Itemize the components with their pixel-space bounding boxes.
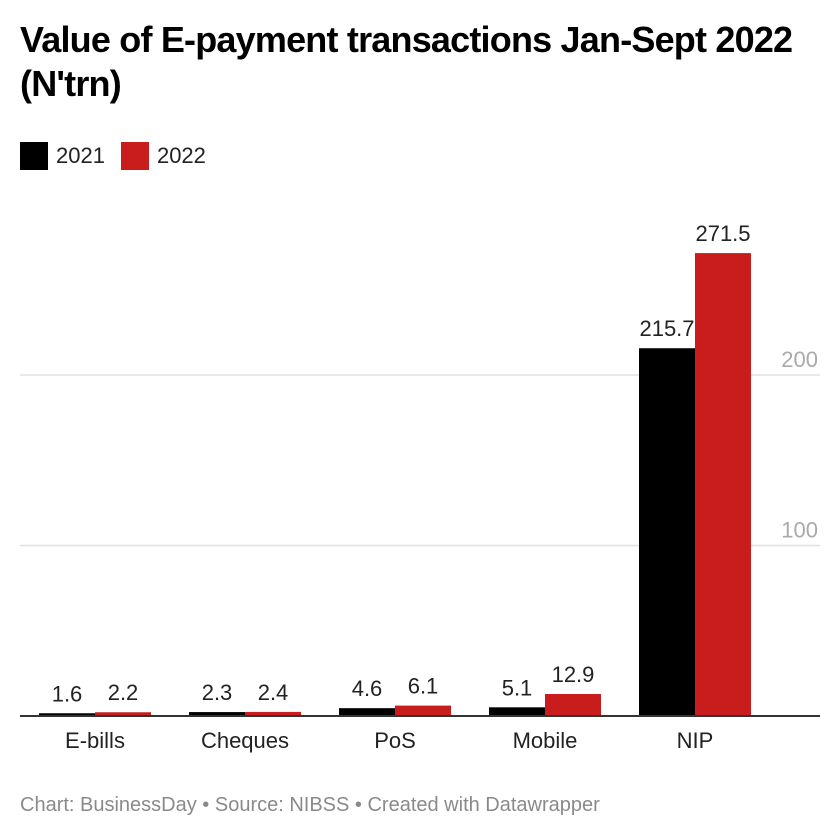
- chart-footer: Chart: BusinessDay • Source: NIBSS • Cre…: [20, 794, 600, 816]
- x-tick-label-mobile: Mobile: [513, 728, 578, 753]
- bar-mobile-2021: [489, 707, 545, 716]
- data-label-nip-2022: 271.5: [695, 221, 750, 246]
- data-label-e-bills-2021: 1.6: [52, 681, 83, 706]
- bar-nip-2022: [695, 253, 751, 716]
- legend-item-2022: 2022: [120, 142, 206, 170]
- bar-mobile-2022: [545, 694, 601, 716]
- bar-nip-2021: [639, 348, 695, 716]
- bar-cheques-2022: [245, 711, 301, 716]
- x-tick-label-e-bills: E-bills: [65, 728, 125, 753]
- legend-label-2022: 2022: [156, 143, 206, 168]
- bar-e-bills-2021: [39, 713, 95, 716]
- data-label-pos-2021: 4.6: [352, 676, 383, 701]
- bar-cheques-2021: [189, 712, 245, 716]
- data-label-mobile-2021: 5.1: [502, 675, 533, 700]
- y-tick-label-100: 100: [781, 518, 818, 543]
- legend-item-2021: 2021: [20, 142, 105, 170]
- x-tick-label-pos: PoS: [374, 728, 416, 753]
- legend: 2021 2022: [20, 142, 222, 170]
- legend-label-2021: 2021: [56, 143, 105, 168]
- bar-pos-2022: [395, 705, 451, 716]
- data-label-mobile-2022: 12.9: [552, 662, 595, 687]
- legend-swatch-2022: [120, 142, 149, 170]
- data-label-pos-2022: 6.1: [408, 674, 439, 699]
- x-tick-label-cheques: Cheques: [201, 728, 289, 753]
- data-label-cheques-2021: 2.3: [202, 680, 233, 705]
- data-label-nip-2021: 215.7: [639, 316, 694, 341]
- data-label-e-bills-2022: 2.2: [108, 680, 139, 705]
- bar-pos-2021: [339, 708, 395, 716]
- legend-swatch-2021: [20, 142, 48, 170]
- data-label-cheques-2022: 2.4: [258, 680, 289, 705]
- x-tick-label-nip: NIP: [677, 728, 714, 753]
- y-tick-label-200: 200: [781, 347, 818, 372]
- chart-title: Value of E-payment transactions Jan-Sept…: [20, 19, 793, 104]
- bar-e-bills-2022: [95, 712, 151, 716]
